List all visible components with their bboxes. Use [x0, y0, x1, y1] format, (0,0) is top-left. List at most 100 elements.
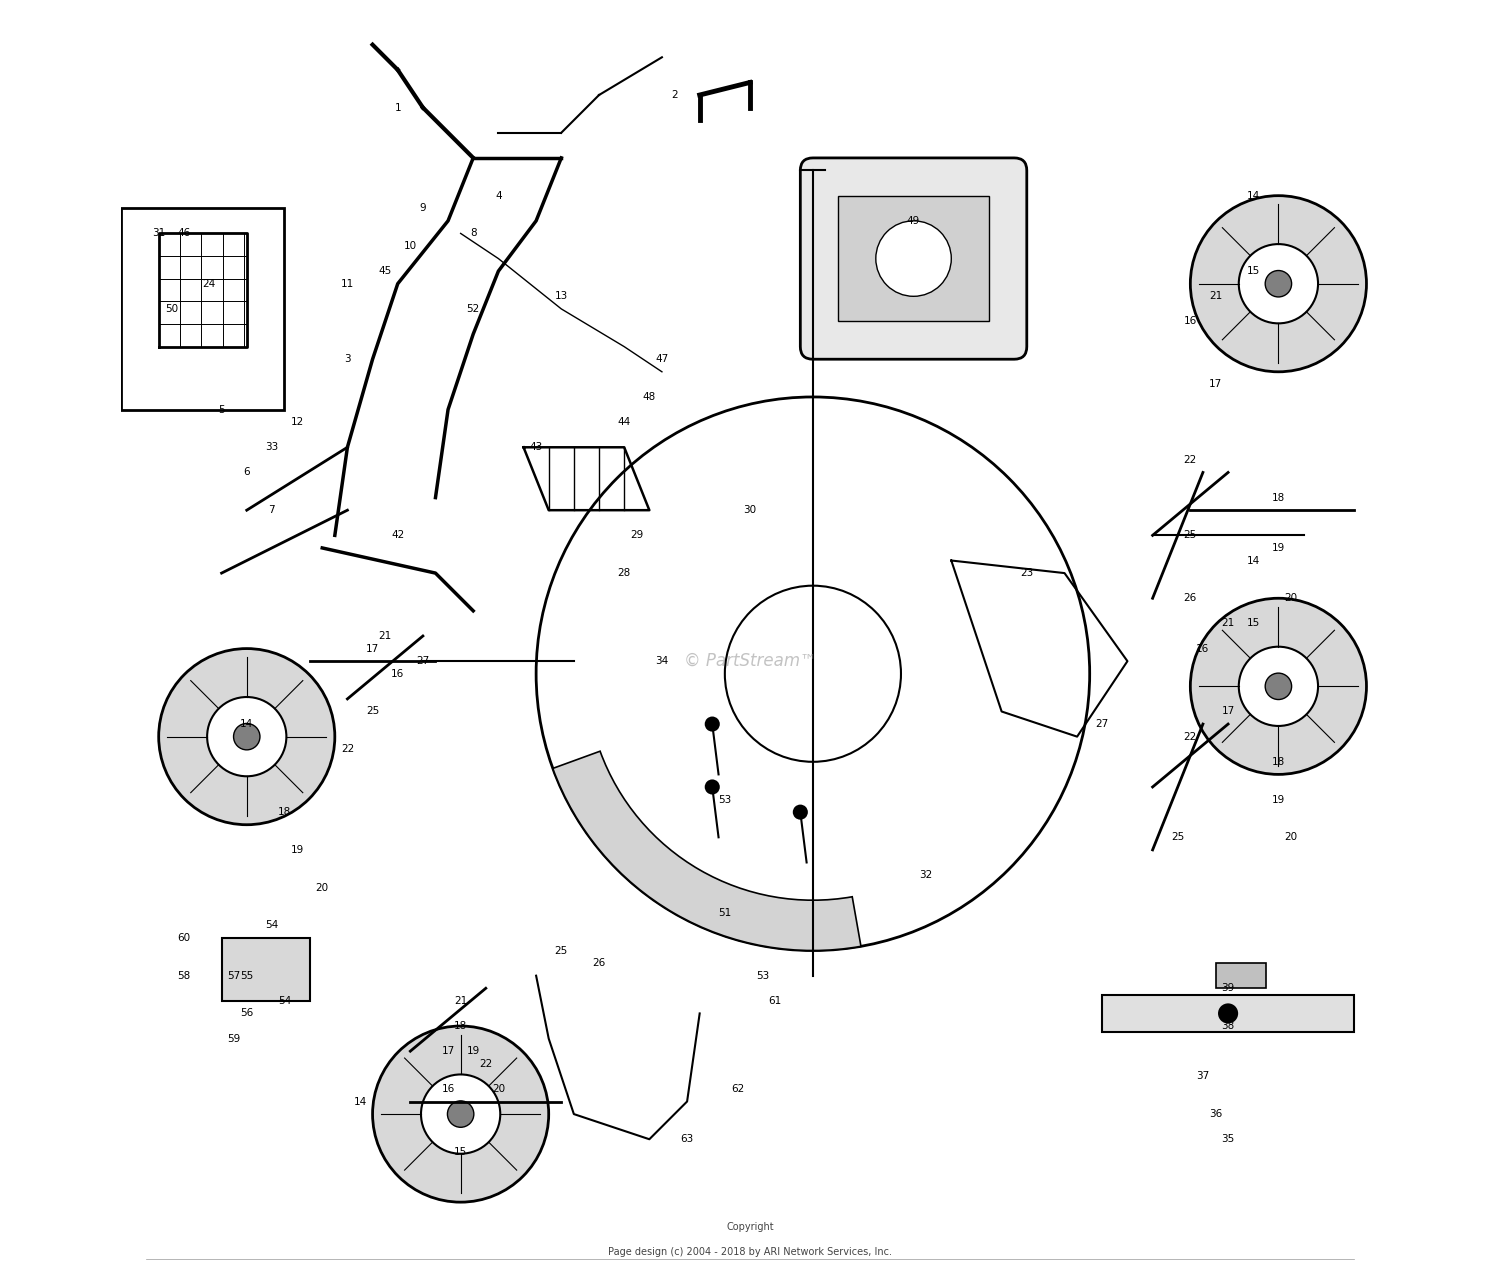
Bar — [839, 196, 989, 322]
Circle shape — [234, 724, 260, 750]
Text: 5: 5 — [219, 404, 225, 415]
Text: © PartStream™: © PartStream™ — [684, 653, 816, 670]
Text: 16: 16 — [441, 1084, 454, 1094]
Text: 3: 3 — [344, 354, 351, 364]
Text: 62: 62 — [730, 1084, 744, 1094]
Text: 19: 19 — [466, 1046, 480, 1056]
Text: 19: 19 — [1272, 543, 1286, 553]
Text: 50: 50 — [165, 304, 178, 314]
Text: 21: 21 — [378, 631, 392, 641]
Bar — [1102, 995, 1354, 1033]
Text: Copyright: Copyright — [726, 1222, 774, 1233]
Text: 15: 15 — [454, 1147, 468, 1156]
Text: 18: 18 — [454, 1021, 468, 1032]
Text: 48: 48 — [642, 392, 656, 402]
Wedge shape — [554, 752, 861, 950]
Circle shape — [1239, 244, 1318, 323]
Text: 16: 16 — [1197, 644, 1209, 654]
Bar — [122, 209, 285, 410]
Text: 20: 20 — [315, 883, 328, 893]
Text: 19: 19 — [291, 845, 303, 855]
Text: 1: 1 — [394, 103, 400, 113]
Text: 25: 25 — [555, 945, 568, 955]
Text: 2: 2 — [670, 90, 678, 100]
Text: 7: 7 — [268, 505, 274, 515]
Text: 27: 27 — [1095, 719, 1108, 729]
Text: 22: 22 — [1184, 455, 1197, 464]
Text: 14: 14 — [354, 1096, 366, 1107]
Text: 52: 52 — [466, 304, 480, 314]
Circle shape — [422, 1075, 501, 1154]
Text: 53: 53 — [756, 971, 770, 981]
Text: 8: 8 — [470, 229, 477, 238]
Text: 22: 22 — [478, 1058, 492, 1068]
Text: 25: 25 — [366, 706, 380, 716]
Text: 24: 24 — [202, 279, 216, 289]
Text: 17: 17 — [441, 1046, 454, 1056]
Text: 42: 42 — [392, 530, 405, 541]
Text: 32: 32 — [920, 870, 933, 880]
Circle shape — [1264, 673, 1292, 700]
Text: 34: 34 — [656, 656, 669, 667]
Text: 47: 47 — [656, 354, 669, 364]
Text: Page design (c) 2004 - 2018 by ARI Network Services, Inc.: Page design (c) 2004 - 2018 by ARI Netwo… — [608, 1248, 892, 1258]
Bar — [1215, 963, 1266, 988]
Text: 18: 18 — [1272, 757, 1286, 767]
Text: 14: 14 — [1246, 191, 1260, 201]
FancyBboxPatch shape — [801, 158, 1028, 359]
Text: 12: 12 — [291, 417, 303, 427]
Text: 63: 63 — [681, 1135, 693, 1145]
Text: 11: 11 — [340, 279, 354, 289]
Text: 53: 53 — [718, 795, 732, 805]
Text: 6: 6 — [243, 467, 250, 477]
Circle shape — [1264, 271, 1292, 296]
Text: 20: 20 — [1284, 832, 1298, 842]
Text: 22: 22 — [340, 744, 354, 754]
Text: 19: 19 — [1272, 795, 1286, 805]
Circle shape — [1191, 598, 1366, 775]
Text: 29: 29 — [630, 530, 644, 541]
Text: 21: 21 — [1221, 618, 1234, 628]
Text: 25: 25 — [1172, 832, 1185, 842]
Text: 21: 21 — [454, 996, 468, 1006]
Text: 56: 56 — [240, 1009, 254, 1019]
Text: 58: 58 — [177, 971, 190, 981]
Text: 44: 44 — [618, 417, 632, 427]
Text: 36: 36 — [1209, 1109, 1222, 1119]
Text: 60: 60 — [177, 932, 190, 943]
Text: 4: 4 — [495, 191, 501, 201]
Text: 43: 43 — [530, 443, 543, 453]
Text: 54: 54 — [278, 996, 291, 1006]
Circle shape — [447, 1100, 474, 1127]
Text: 26: 26 — [1184, 593, 1197, 603]
Text: 16: 16 — [1184, 317, 1197, 327]
Text: 32: 32 — [705, 782, 718, 792]
Circle shape — [794, 805, 808, 819]
Text: 18: 18 — [278, 808, 291, 817]
Circle shape — [207, 697, 286, 776]
Text: 16: 16 — [392, 669, 405, 679]
Text: 57: 57 — [228, 971, 242, 981]
Text: 17: 17 — [1209, 379, 1222, 389]
Text: 45: 45 — [378, 266, 392, 276]
Text: 30: 30 — [744, 505, 756, 515]
Text: 10: 10 — [404, 240, 417, 251]
Text: 28: 28 — [618, 569, 632, 577]
Circle shape — [705, 780, 720, 795]
Text: 13: 13 — [555, 291, 568, 301]
Text: 38: 38 — [1221, 1021, 1234, 1032]
Text: 59: 59 — [228, 1034, 242, 1043]
Text: 22: 22 — [1184, 731, 1197, 742]
Text: 17: 17 — [366, 644, 380, 654]
Text: 51: 51 — [718, 908, 732, 918]
Bar — [222, 937, 309, 1001]
Text: 15: 15 — [1246, 618, 1260, 628]
Text: 15: 15 — [1246, 266, 1260, 276]
Text: 39: 39 — [1221, 983, 1234, 993]
Text: 20: 20 — [492, 1084, 506, 1094]
Text: 61: 61 — [768, 996, 782, 1006]
Text: 14: 14 — [240, 719, 254, 729]
Text: 49: 49 — [908, 216, 920, 226]
Text: 26: 26 — [592, 958, 606, 968]
Text: 37: 37 — [1197, 1071, 1209, 1081]
